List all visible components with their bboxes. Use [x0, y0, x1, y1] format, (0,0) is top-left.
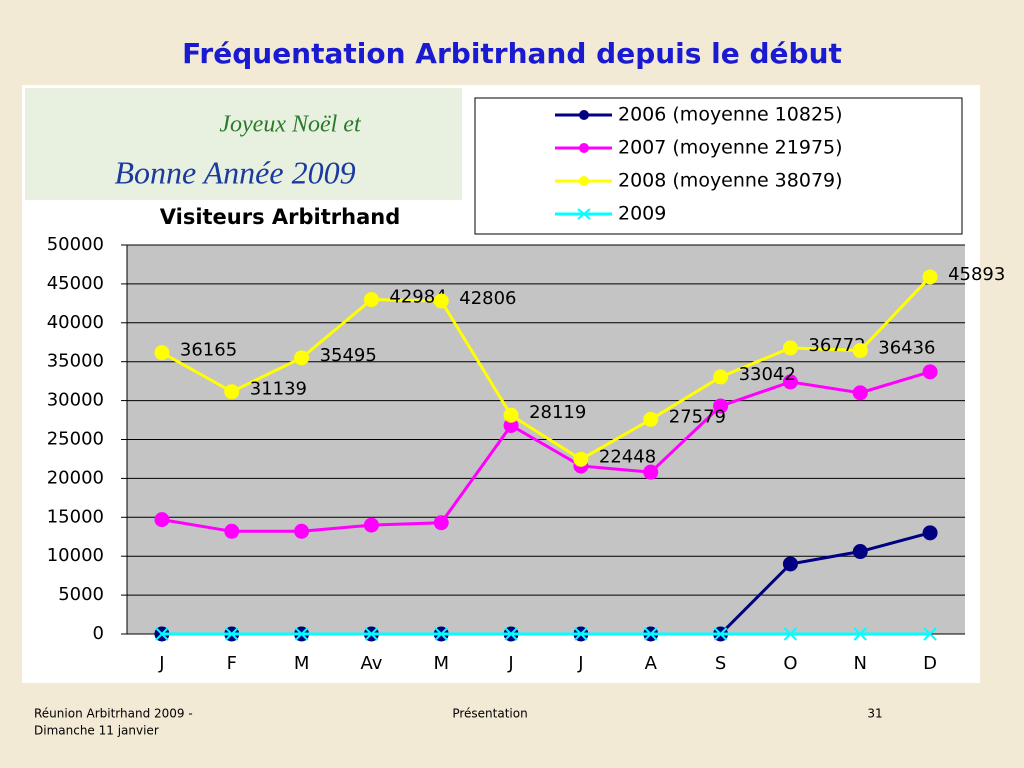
y-tick-label: 15000	[47, 506, 104, 527]
x-tick-label: J	[158, 653, 164, 674]
footer-text: Dimanche 11 janvier	[34, 724, 159, 738]
page-number: 31	[867, 707, 882, 721]
marker	[363, 517, 379, 533]
banner	[25, 88, 462, 200]
marker	[852, 385, 868, 401]
marker	[294, 627, 309, 641]
banner-line: Joyeux Noël et	[219, 112, 362, 138]
x-tick-label: M	[433, 653, 449, 674]
banner-line: Bonne Année 2009	[114, 154, 355, 190]
marker	[503, 407, 519, 423]
series-line	[161, 275, 932, 462]
marker	[643, 411, 659, 427]
x-tick-label: F	[227, 653, 237, 674]
data-label: 27579	[669, 406, 726, 427]
y-tick-label: 45000	[47, 273, 104, 294]
data-label: 42806	[459, 288, 516, 309]
data-label: 42984	[389, 287, 446, 308]
marker	[154, 512, 170, 528]
y-tick-label: 10000	[47, 545, 104, 566]
marker	[713, 369, 729, 385]
y-tick-label: 30000	[47, 390, 104, 411]
y-tick-label: 20000	[47, 467, 104, 488]
x-tick-label: Av	[360, 653, 382, 674]
marker	[923, 627, 937, 641]
data-label: 28119	[529, 402, 586, 423]
chart-title: Visiteurs Arbitrhand	[160, 205, 401, 229]
marker	[782, 340, 798, 356]
legend-label: 2008 (moyenne 38079)	[618, 170, 843, 192]
marker	[364, 627, 379, 641]
marker	[574, 627, 588, 641]
data-label: 31139	[250, 379, 307, 400]
legend-marker	[579, 143, 589, 153]
legend-label: 2009	[618, 203, 666, 225]
marker	[225, 627, 239, 641]
marker	[363, 292, 379, 308]
legend-marker	[579, 176, 589, 186]
footer-text: Présentation	[452, 707, 527, 721]
marker	[853, 627, 867, 641]
data-label: 36772	[808, 335, 865, 356]
legend-marker	[577, 208, 591, 220]
slide-title: Fréquentation Arbitrhand depuis le début	[182, 37, 842, 70]
y-tick-label: 25000	[47, 429, 104, 450]
data-label: 45893	[948, 264, 1005, 285]
marker	[434, 627, 448, 641]
legend-label: 2006 (moyenne 10825)	[618, 104, 843, 126]
x-tick-label: D	[923, 653, 937, 674]
data-label: 36165	[180, 340, 237, 361]
marker	[224, 384, 240, 400]
marker	[644, 627, 658, 641]
marker	[783, 627, 798, 641]
data-label: 36436	[878, 338, 935, 359]
y-tick-label: 50000	[47, 234, 104, 255]
x-tick-label: J	[577, 653, 583, 674]
x-tick-label: N	[854, 653, 867, 674]
marker	[643, 464, 659, 480]
marker	[782, 556, 798, 572]
x-tick-label: S	[715, 653, 726, 674]
marker	[154, 345, 170, 361]
series-line	[161, 370, 931, 533]
marker	[852, 544, 868, 560]
marker	[922, 364, 938, 380]
y-tick-label: 35000	[47, 351, 104, 372]
marker	[294, 350, 310, 366]
data-label: 35495	[320, 345, 377, 366]
marker	[155, 627, 169, 641]
marker	[713, 627, 728, 641]
marker	[294, 523, 310, 539]
legend-marker	[579, 110, 589, 120]
y-tick-label: 0	[93, 623, 104, 644]
marker	[713, 398, 729, 414]
x-tick-label: O	[783, 653, 797, 674]
marker	[922, 525, 938, 541]
marker	[504, 627, 518, 641]
marker	[224, 523, 240, 539]
marker	[922, 269, 938, 285]
marker	[573, 451, 589, 467]
x-tick-label: J	[507, 653, 513, 674]
legend	[474, 97, 963, 235]
data-label: 33042	[739, 364, 796, 385]
y-tick-label: 40000	[47, 312, 104, 333]
marker	[852, 343, 868, 359]
footer-text: Réunion Arbitrhand 2009 -	[34, 707, 193, 721]
marker	[433, 293, 449, 309]
marker	[782, 374, 798, 390]
legend-label: 2007 (moyenne 21975)	[618, 137, 843, 159]
x-tick-label: A	[645, 653, 658, 674]
data-label: 22448	[599, 446, 656, 467]
y-tick-label: 5000	[58, 584, 104, 605]
x-tick-label: M	[294, 653, 310, 674]
marker	[433, 515, 449, 531]
